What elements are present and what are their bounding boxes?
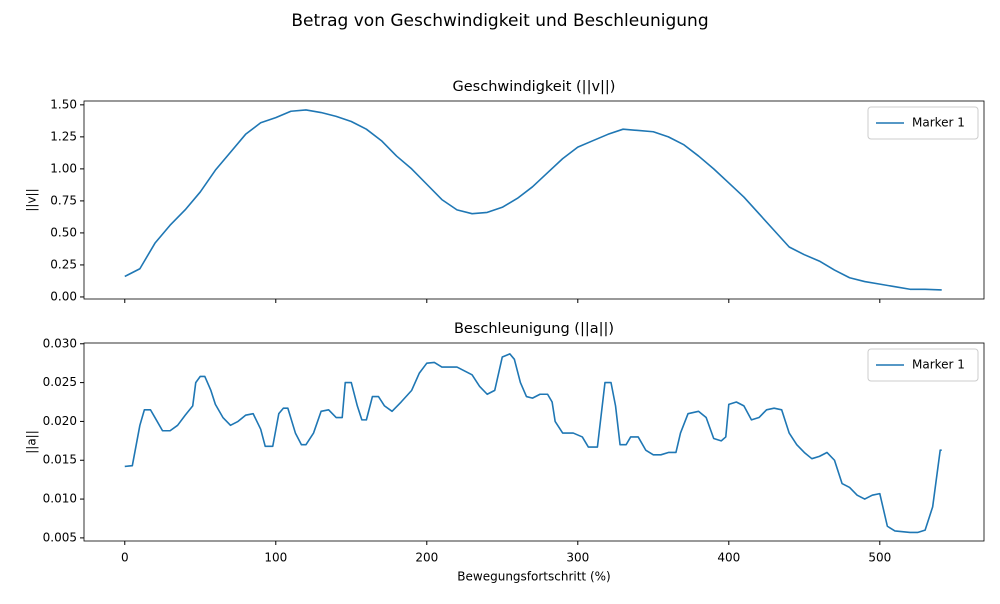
y-tick-label: 1.25 bbox=[50, 129, 77, 143]
legend-label: Marker 1 bbox=[912, 116, 965, 130]
x-tick-label: 500 bbox=[868, 551, 891, 565]
y-tick-label: 1.00 bbox=[50, 161, 77, 175]
legend: Marker 1 bbox=[867, 106, 979, 140]
axes-frame bbox=[83, 100, 985, 300]
axes-frame bbox=[83, 342, 985, 542]
y-tick-label: 0.020 bbox=[43, 414, 77, 428]
x-tick-label: 0 bbox=[121, 551, 129, 565]
suptitle: Betrag von Geschwindigkeit und Beschleun… bbox=[291, 11, 708, 31]
y-tick-label: 0.025 bbox=[43, 375, 77, 389]
legend-box bbox=[867, 106, 979, 140]
x-tick-label: 100 bbox=[264, 551, 287, 565]
y-tick-label: 0.00 bbox=[50, 289, 77, 303]
y-tick-label: 1.50 bbox=[50, 97, 77, 111]
data-line bbox=[124, 109, 942, 291]
axes-title: Geschwindigkeit (||v||) bbox=[453, 79, 616, 95]
x-tick-label: 200 bbox=[415, 551, 438, 565]
y-tick-label: 0.030 bbox=[43, 336, 77, 350]
y-tick-label: 0.005 bbox=[43, 530, 77, 544]
y-tick-label: 0.010 bbox=[43, 492, 77, 506]
y-tick-label: 0.75 bbox=[50, 193, 77, 207]
y-axis-label: ||v|| bbox=[25, 188, 39, 211]
legend: Marker 1 bbox=[867, 348, 979, 382]
y-tick-label: 0.25 bbox=[50, 257, 77, 271]
axes-title: Beschleunigung (||a||) bbox=[454, 321, 614, 337]
legend-box bbox=[867, 348, 979, 382]
y-axis-label: ||a|| bbox=[25, 430, 39, 454]
x-axis-label: Bewegungsfortschritt (%) bbox=[457, 570, 610, 584]
x-tick-label: 300 bbox=[566, 551, 589, 565]
y-tick-label: 0.50 bbox=[50, 225, 77, 239]
data-line bbox=[124, 353, 942, 534]
y-tick-label: 0.015 bbox=[43, 453, 77, 467]
x-tick-label: 400 bbox=[717, 551, 740, 565]
legend-label: Marker 1 bbox=[912, 358, 965, 372]
